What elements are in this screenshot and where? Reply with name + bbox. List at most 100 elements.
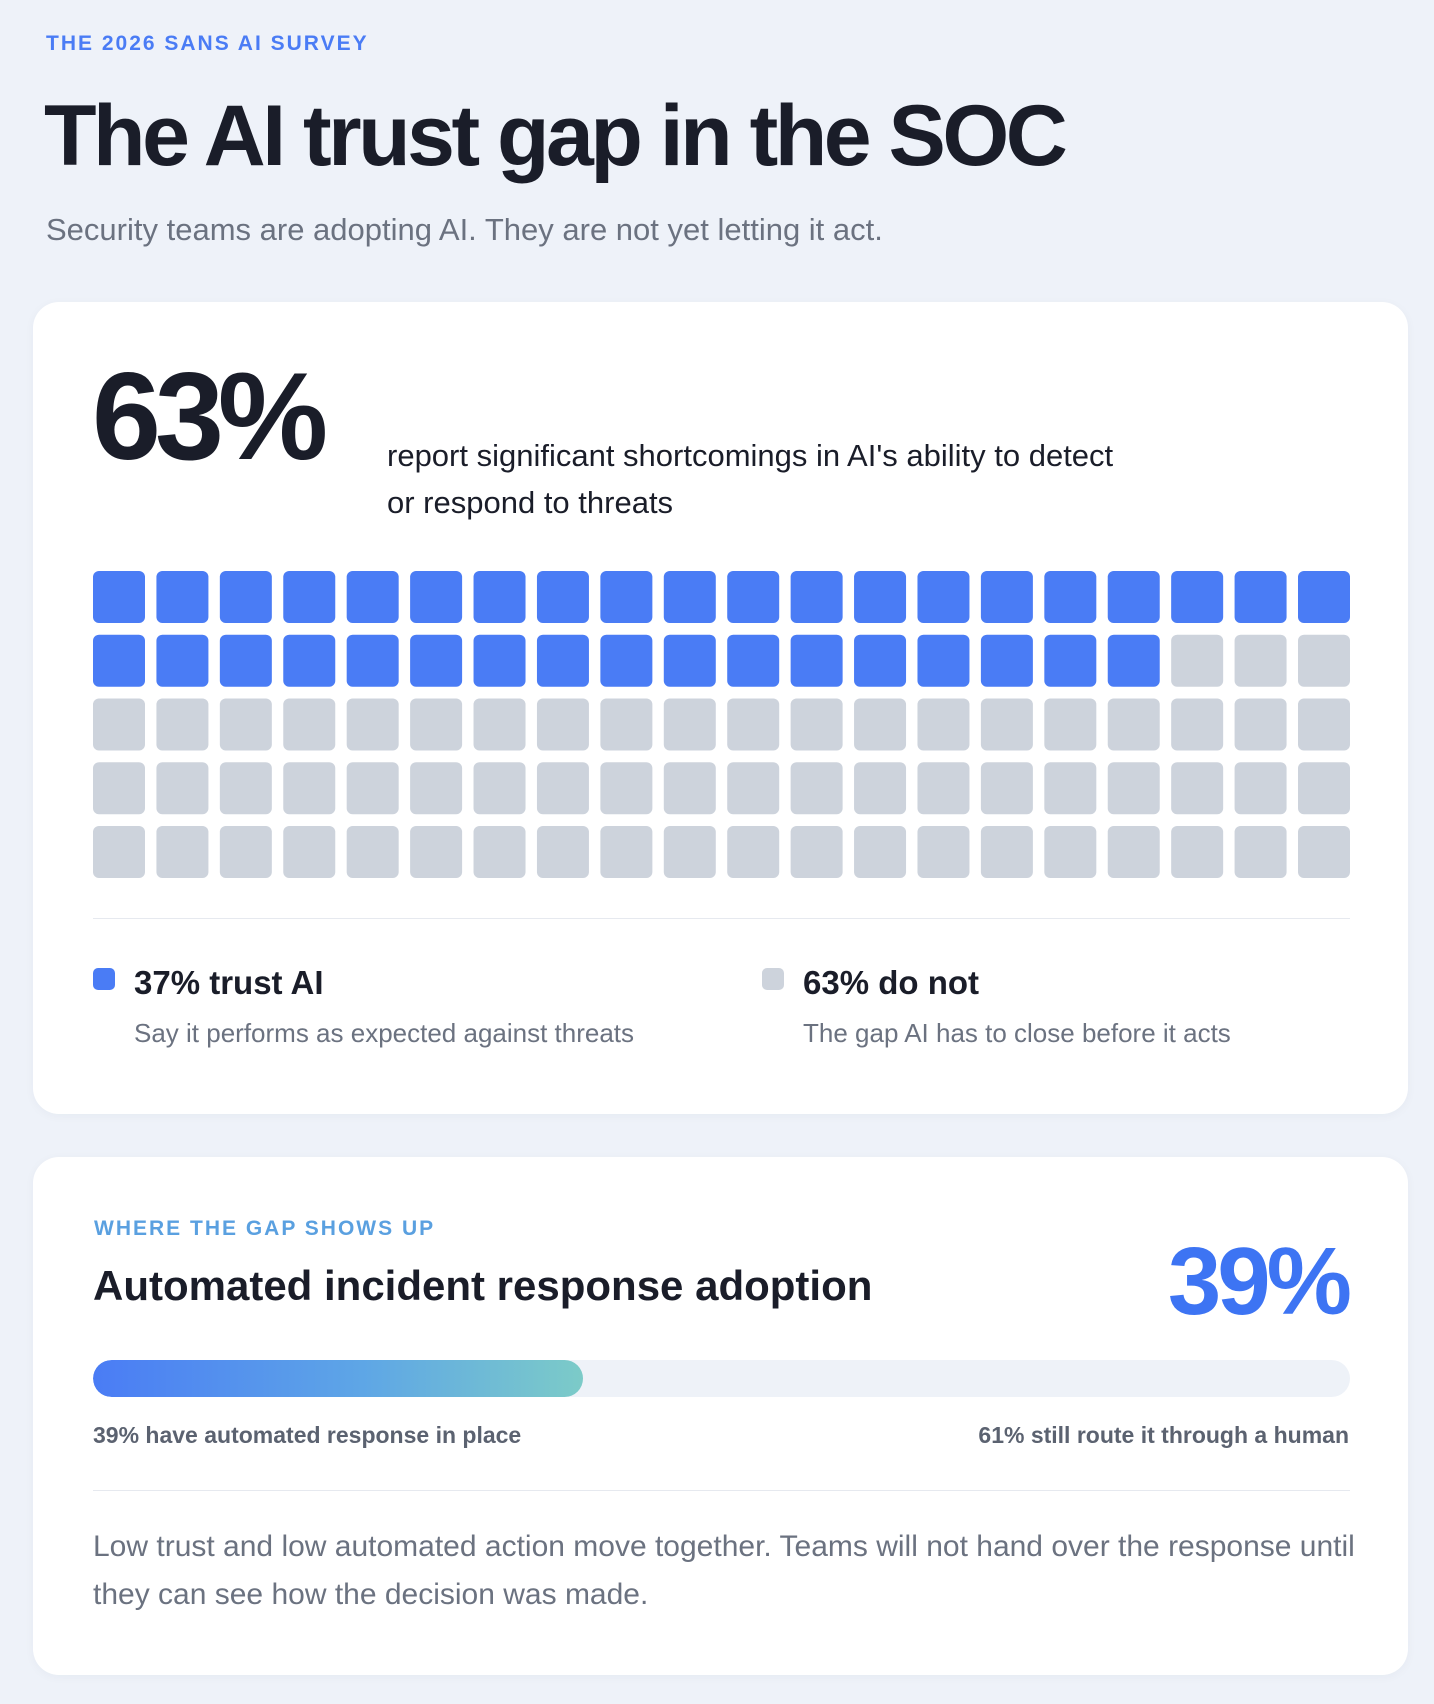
waffle-cell-distrust <box>1107 762 1160 815</box>
waffle-cell-trust <box>93 634 145 687</box>
waffle-cell-trust <box>600 634 653 687</box>
waffle-cell-trust <box>473 571 526 623</box>
waffle-cell-distrust <box>980 826 1033 878</box>
waffle-cell-trust <box>980 634 1033 687</box>
waffle-cell-distrust <box>410 826 463 878</box>
waffle-cell-trust <box>917 634 970 687</box>
waffle-cell-trust <box>1044 634 1097 687</box>
waffle-cell-trust <box>1298 571 1350 623</box>
waffle-cell-trust <box>854 634 907 687</box>
waffle-cell-trust <box>663 634 716 687</box>
waffle-cell-distrust <box>1234 634 1287 687</box>
waffle-cell-distrust <box>980 762 1033 815</box>
automated-label: 39% have automated response in place <box>93 1422 522 1448</box>
waffle-cell-distrust <box>536 826 589 878</box>
legend-swatch-distrust <box>762 968 784 990</box>
adoption-footnote: Low trust and low automated action move … <box>93 1530 1355 1611</box>
waffle-cell-distrust <box>1298 762 1350 815</box>
waffle-cell-distrust <box>283 826 336 878</box>
waffle-cell-distrust <box>1107 826 1160 878</box>
waffle-cell-distrust <box>219 826 272 878</box>
waffle-cell-distrust <box>917 698 970 751</box>
legend-distrust-subtext: The gap AI has to close before it acts <box>803 1018 1231 1048</box>
waffle-cell-distrust <box>663 762 716 815</box>
legend-swatch-trust <box>93 968 115 990</box>
waffle-cell-distrust <box>156 762 209 815</box>
waffle-cell-trust <box>346 634 399 687</box>
waffle-cell-distrust <box>1107 698 1160 751</box>
waffle-cell-distrust <box>1298 826 1350 878</box>
waffle-cell-distrust <box>1298 698 1350 751</box>
waffle-cell-distrust <box>727 762 780 815</box>
waffle-cell-distrust <box>790 698 843 751</box>
waffle-cell-distrust <box>473 762 526 815</box>
waffle-cell-distrust <box>980 698 1033 751</box>
waffle-cell-trust <box>854 571 907 623</box>
waffle-cell-distrust <box>410 698 463 751</box>
waffle-cell-distrust <box>283 762 336 815</box>
waffle-cell-trust <box>410 634 463 687</box>
legend-trust-headline: 37% trust AI <box>134 964 324 1001</box>
waffle-cell-trust <box>917 571 970 623</box>
waffle-cell-trust <box>790 571 843 623</box>
human-route-label: 61% still route it through a human <box>978 1422 1349 1448</box>
legend-distrust-headline: 63% do not <box>803 964 980 1001</box>
trust-divider <box>93 918 1350 919</box>
waffle-cell-distrust <box>727 698 780 751</box>
trust-card: 63% report significant shortcomings in A… <box>33 302 1408 1114</box>
waffle-cell-distrust <box>410 762 463 815</box>
adoption-stat: 39% <box>1167 1228 1352 1335</box>
waffle-cell-distrust <box>156 826 209 878</box>
waffle-cell-distrust <box>1298 634 1350 687</box>
waffle-cell-distrust <box>346 826 399 878</box>
waffle-cell-distrust <box>600 762 653 815</box>
waffle-cell-distrust <box>1234 698 1287 751</box>
shortcomings-description: report significant shortcomings in AI's … <box>387 438 1114 520</box>
legend-item-trust: 37% trust AI Say it performs as expected… <box>93 964 693 1064</box>
waffle-cell-trust <box>156 571 209 623</box>
waffle-cell-distrust <box>156 698 209 751</box>
waffle-cell-distrust <box>1234 826 1287 878</box>
waffle-cell-distrust <box>727 826 780 878</box>
waffle-cell-distrust <box>854 698 907 751</box>
waffle-cell-distrust <box>663 826 716 878</box>
waffle-cell-trust <box>410 571 463 623</box>
waffle-cell-trust <box>1044 571 1097 623</box>
waffle-cell-trust <box>980 571 1033 623</box>
adoption-divider <box>93 1490 1350 1491</box>
waffle-cell-trust <box>1234 571 1287 623</box>
waffle-cell-trust <box>93 571 145 623</box>
waffle-cell-distrust <box>1171 698 1224 751</box>
waffle-cell-trust <box>346 571 399 623</box>
waffle-cell-distrust <box>536 762 589 815</box>
waffle-cell-distrust <box>1044 826 1097 878</box>
waffle-cell-distrust <box>1171 762 1224 815</box>
waffle-cell-distrust <box>1171 634 1224 687</box>
waffle-cell-distrust <box>790 762 843 815</box>
page-subtitle: Security teams are adopting AI. They are… <box>46 212 883 247</box>
waffle-cell-distrust <box>790 826 843 878</box>
waffle-cell-distrust <box>346 762 399 815</box>
waffle-cell-trust <box>727 571 780 623</box>
waffle-cell-trust <box>219 571 272 623</box>
waffle-cell-distrust <box>219 762 272 815</box>
survey-eyebrow: THE 2026 SANS AI SURVEY <box>46 32 369 55</box>
waffle-cell-trust <box>600 571 653 623</box>
adoption-progress-fill <box>93 1360 584 1397</box>
waffle-cell-distrust <box>473 826 526 878</box>
waffle-cell-trust <box>1107 571 1160 623</box>
legend-trust-subtext: Say it performs as expected against thre… <box>134 1018 635 1048</box>
waffle-cell-trust <box>727 634 780 687</box>
waffle-cell-trust <box>536 571 589 623</box>
trust-waffle-chart <box>93 571 1350 878</box>
waffle-cell-distrust <box>600 826 653 878</box>
waffle-cell-distrust <box>346 698 399 751</box>
waffle-cell-trust <box>473 634 526 687</box>
waffle-cell-distrust <box>663 698 716 751</box>
waffle-cell-distrust <box>917 826 970 878</box>
waffle-cell-distrust <box>93 826 145 878</box>
shortcomings-stat: 63% <box>92 348 328 486</box>
adoption-eyebrow: WHERE THE GAP SHOWS UP <box>94 1217 436 1240</box>
adoption-card: WHERE THE GAP SHOWS UP Automated inciden… <box>33 1157 1408 1675</box>
waffle-cell-distrust <box>917 762 970 815</box>
